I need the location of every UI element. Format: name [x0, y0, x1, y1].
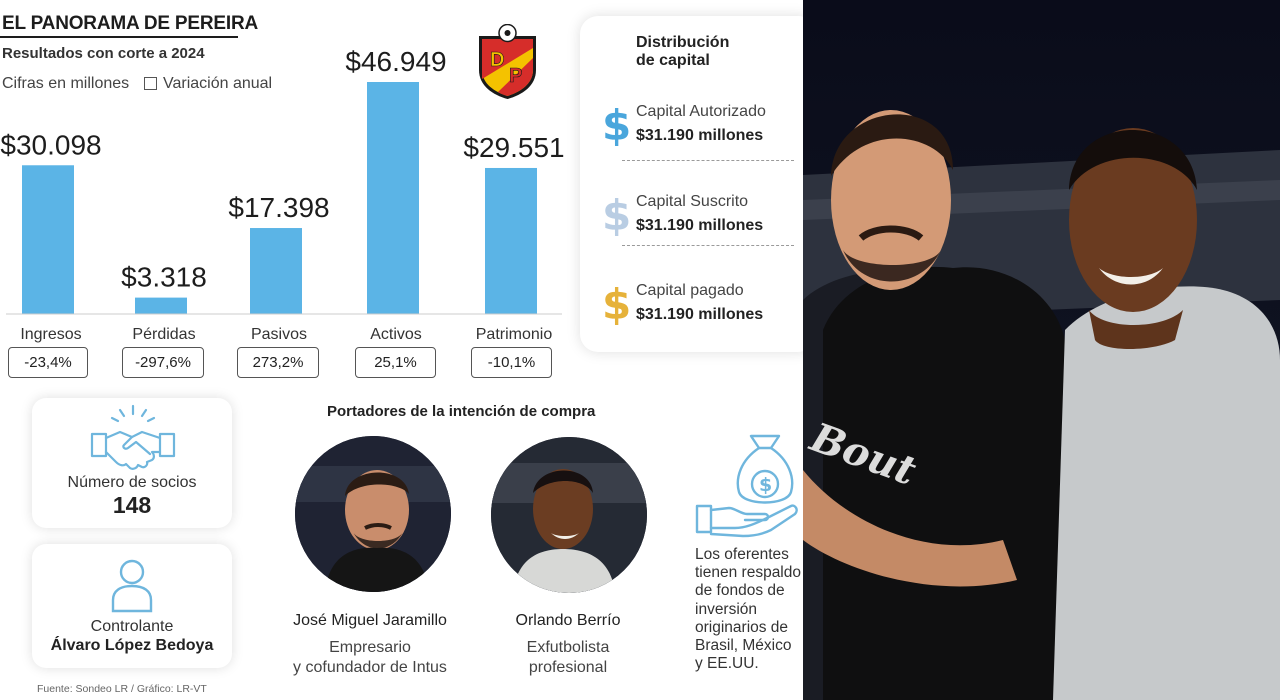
- portrait-jose-miguel-image: [295, 436, 451, 592]
- buyer-role-line1: Exfutbolista: [526, 639, 610, 656]
- offer-line: Los oferentes: [695, 546, 789, 563]
- bar-pasivos: [250, 228, 302, 314]
- capital-item-name: Capital Suscrito: [636, 193, 749, 210]
- buyer-name: Orlando Berrío: [515, 612, 621, 629]
- controlante-name: Álvaro López Bedoya: [50, 637, 214, 654]
- variation-box: -23,4%: [8, 347, 88, 378]
- title-underline: [0, 36, 238, 38]
- category-label: Patrimonio: [476, 326, 553, 343]
- source-note: Fuente: Sondeo LR / Gráfico: LR-VT: [37, 683, 207, 695]
- money-bag-hand-icon: $: [695, 434, 798, 538]
- user-icon: [111, 559, 153, 613]
- logo-shield-red: [482, 39, 533, 79]
- bar-value-label: $17.398: [228, 192, 329, 223]
- dollar-icon: $: [602, 191, 632, 240]
- bar-patrimonio: [485, 167, 537, 314]
- legend-label: Variación anual: [163, 75, 273, 92]
- socios-value: 148: [112, 492, 152, 518]
- variation-box: 25,1%: [355, 347, 436, 378]
- capital-item-value: $31.190 millones: [636, 217, 764, 234]
- buyer-name: José Miguel Jaramillo: [293, 612, 447, 629]
- variation-box: 273,2%: [237, 347, 319, 378]
- legend-box-icon: [144, 77, 157, 90]
- variation-box: -10,1%: [471, 347, 552, 378]
- variation-box: -297,6%: [122, 347, 204, 378]
- logo-letter-p: P: [509, 65, 522, 87]
- category-label: Pérdidas: [132, 326, 195, 343]
- capital-distribution-card: Distribución de capital $ Capital Autori…: [580, 16, 803, 352]
- photo-panel: Bout: [803, 0, 1280, 700]
- offer-line: originarios de: [695, 618, 789, 636]
- offer-line: inversión: [695, 600, 758, 618]
- capital-item-value: $31.190 millones: [636, 127, 764, 144]
- capital-item-name: Capital pagado: [636, 282, 744, 299]
- logo-letter-d: D: [490, 49, 504, 71]
- bar-value-label: $46.949: [345, 46, 446, 77]
- infographic-title: EL PANORAMA DE PEREIRA: [2, 13, 258, 34]
- infographic-subtitle: Resultados con corte a 2024: [2, 45, 205, 62]
- buyers-photo: Bout: [803, 0, 1280, 700]
- offer-line: y EE.UU.: [695, 655, 759, 673]
- portrait-orlando: [491, 437, 647, 593]
- handshake-icon: [90, 404, 176, 470]
- dollar-icon: $: [602, 101, 632, 150]
- bar-value-label: $3.318: [121, 262, 207, 293]
- buyer-role: Exfutbolista profesional: [488, 638, 648, 678]
- capital-item-value: $31.190 millones: [636, 306, 764, 323]
- bar-value-label: $29.551: [463, 132, 564, 163]
- svg-text:$: $: [759, 474, 772, 496]
- portrait-jose-miguel: [295, 436, 451, 592]
- bar-value-label: $30.098: [0, 129, 101, 160]
- capital-divider: [622, 245, 794, 246]
- socios-label: Número de socios: [67, 474, 197, 491]
- capital-title: Distribución de capital: [636, 34, 729, 70]
- offer-text: Los oferentes tienen respaldo de fondos …: [695, 546, 803, 673]
- controlante-label: Controlante: [90, 618, 174, 635]
- buyer-role-line2: y cofundador de Intus: [293, 659, 447, 676]
- buyer-role-line2: profesional: [528, 659, 608, 676]
- logo-shield-red-right: [498, 58, 533, 96]
- category-label: Pasivos: [251, 326, 307, 343]
- socios-card: Número de socios 148: [32, 398, 232, 528]
- buyers-section-title: Portadores de la intención de compra: [327, 403, 596, 420]
- bar-pérdidas: [135, 297, 187, 314]
- category-label: Ingresos: [20, 326, 81, 343]
- dollar-icon: $: [602, 280, 632, 329]
- capital-item-name: Capital Autorizado: [636, 103, 766, 120]
- capital-item-suscrito: $ Capital Suscrito $31.190 millones: [580, 193, 803, 253]
- offer-line: Brasil, México: [695, 637, 792, 655]
- buyer-role-line1: Empresario: [329, 639, 411, 656]
- bar-ingresos: [22, 165, 74, 314]
- capital-divider: [622, 160, 794, 161]
- deportivo-pereira-logo: D P: [479, 24, 536, 99]
- capital-title-line2: de capital: [636, 52, 710, 69]
- portrait-orlando-image: [491, 437, 647, 593]
- capital-title-line1: Distribución: [636, 34, 730, 51]
- capital-item-pagado: $ Capital pagado $31.190 millones: [580, 282, 803, 342]
- offer-line: de fondos de: [695, 582, 785, 600]
- bar-activos: [367, 82, 419, 314]
- results-bar-chart: $30.098 Ingresos $3.318 Pérdidas $17.398 Pasi…: [0, 46, 564, 343]
- units-note: Cifras en millones: [2, 75, 130, 92]
- offer-line: tienen respaldo: [695, 564, 801, 582]
- buyer-role: Empresario y cofundador de Intus: [270, 638, 470, 678]
- controlante-card: Controlante Álvaro López Bedoya: [32, 544, 232, 668]
- infographic: EL PANORAMA DE PEREIRA Resultados con co…: [0, 13, 803, 695]
- category-label: Activos: [370, 326, 422, 343]
- capital-item-autorizado: $ Capital Autorizado $31.190 millones: [580, 103, 803, 163]
